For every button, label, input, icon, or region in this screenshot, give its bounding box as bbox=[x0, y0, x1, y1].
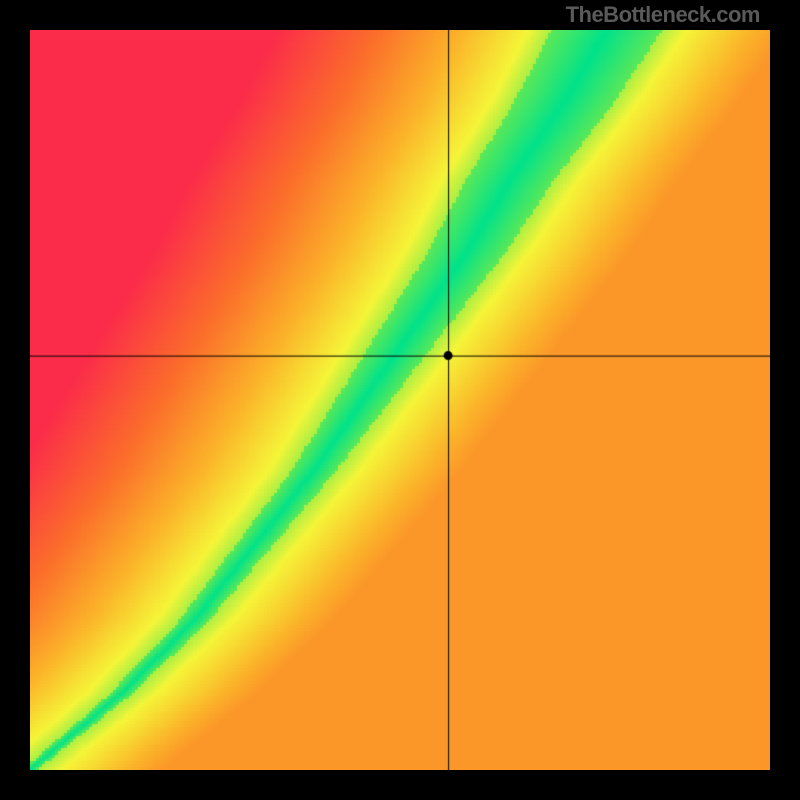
plot-area bbox=[30, 30, 770, 770]
figure-container: TheBottleneck.com bbox=[0, 0, 800, 800]
bottleneck-heatmap bbox=[30, 30, 770, 770]
watermark-text: TheBottleneck.com bbox=[566, 2, 760, 28]
